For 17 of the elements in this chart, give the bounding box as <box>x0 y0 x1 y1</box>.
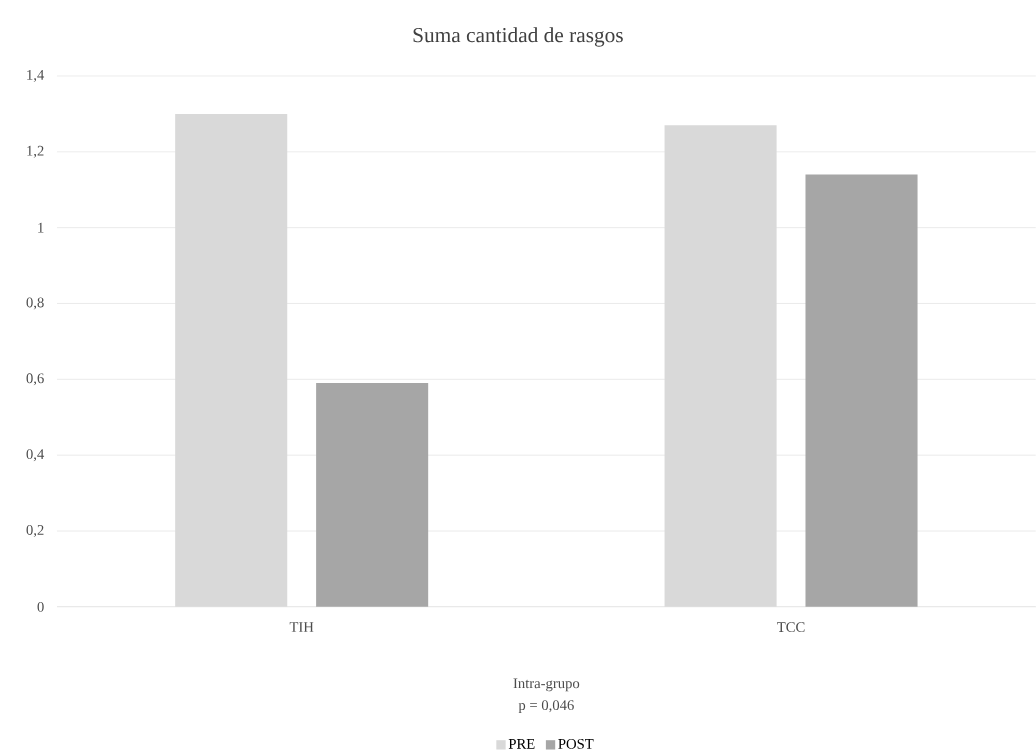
text: p = 0,046 <box>518 700 574 714</box>
chart-title: Suma cantidad de rasgos <box>413 27 623 47</box>
x-axis-title: Intra-grupo <box>513 678 580 692</box>
legend-label: POST <box>558 739 594 749</box>
bar <box>316 383 429 607</box>
y-tick-label: 0,6 <box>26 373 44 386</box>
y-tick-label: 1 <box>38 222 44 233</box>
bar <box>805 174 918 607</box>
y-tick-label: 1,2 <box>27 145 44 158</box>
y-tick-label: 0,2 <box>26 524 44 537</box>
y-tick-label: 0,4 <box>26 449 45 462</box>
y-tick-label: 0,8 <box>26 297 44 310</box>
y-tick-label: 1,4 <box>27 70 45 82</box>
y-tick-label: 0 <box>37 601 44 612</box>
x-tick-label: TCC <box>777 622 805 633</box>
x-tick-label: TIH <box>289 622 314 632</box>
legend-label: PRE <box>508 739 535 749</box>
